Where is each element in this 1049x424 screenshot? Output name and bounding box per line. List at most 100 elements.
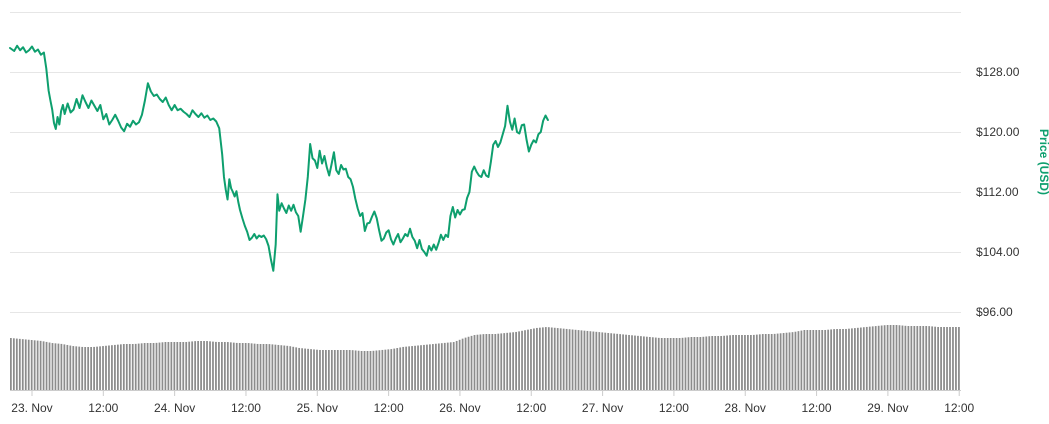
volume-bar	[152, 343, 155, 390]
volume-bar	[482, 334, 485, 390]
volume-bar	[898, 325, 901, 390]
volume-bar	[750, 335, 752, 390]
volume-bar	[747, 335, 749, 390]
volume-bar	[913, 326, 916, 390]
volume-bar	[402, 346, 405, 390]
volume-bar	[93, 346, 95, 390]
volume-bar	[640, 336, 642, 390]
volume-bar	[758, 334, 761, 390]
volume-bar	[473, 335, 476, 390]
volume-bar	[488, 334, 491, 390]
volume-bar	[411, 346, 413, 390]
x-tick-label: 27. Nov	[582, 401, 623, 415]
volume-bar	[946, 327, 948, 390]
volume-bar	[544, 327, 547, 390]
volume-bar	[657, 337, 660, 390]
volume-bar	[527, 329, 529, 390]
volume-bar	[830, 329, 833, 390]
volume-bar	[541, 327, 544, 390]
volume-bar	[562, 328, 565, 390]
volume-bar	[723, 335, 726, 390]
volume-bar	[33, 340, 36, 390]
volume-bar	[256, 343, 259, 390]
x-tick-label: 12:00	[374, 401, 404, 415]
volume-bar	[577, 330, 580, 390]
volume-bar	[310, 349, 312, 390]
volume-bar	[446, 342, 449, 390]
volume-bar	[892, 325, 895, 390]
volume-bar	[111, 345, 113, 390]
volume-bar	[221, 342, 223, 390]
volume-bar	[696, 337, 699, 390]
volume-bar	[619, 334, 621, 390]
volume-bar	[889, 325, 892, 390]
volume-bar	[836, 329, 838, 390]
volume-bar	[247, 343, 250, 390]
volume-bar	[607, 332, 610, 390]
x-tick-label: 12:00	[802, 401, 832, 415]
volume-bar	[301, 348, 304, 390]
volume-bar	[280, 345, 283, 390]
volume-bar	[387, 349, 390, 390]
volume-bar	[316, 349, 318, 390]
volume-bar	[322, 350, 324, 390]
volume-bar	[176, 342, 179, 390]
volume-bar	[702, 336, 705, 390]
volume-bar	[72, 346, 75, 390]
volume-bar	[934, 326, 937, 390]
volume-bar	[856, 327, 859, 390]
volume-bar	[494, 333, 497, 390]
y-axis-title: Price (USD)	[1037, 129, 1049, 195]
volume-bar	[194, 341, 197, 390]
volume-bar	[81, 346, 84, 390]
x-tick-label: 12:00	[88, 401, 118, 415]
volume-bar	[791, 332, 794, 390]
volume-bar	[518, 331, 520, 390]
volume-bar	[78, 346, 81, 390]
volume-bar	[18, 338, 21, 390]
volume-bar	[622, 334, 624, 390]
volume-bar	[42, 341, 45, 390]
volume-bar	[57, 343, 60, 390]
y-tick-label: $104.00	[976, 245, 1020, 259]
volume-bar	[108, 345, 110, 390]
volume-bar	[583, 330, 586, 390]
volume-bar	[842, 329, 844, 390]
volume-bar	[824, 329, 827, 390]
volume-bar	[559, 328, 562, 390]
volume-bar	[170, 342, 173, 390]
volume-bar	[859, 327, 862, 390]
volume-bar	[390, 349, 393, 390]
volume-bar	[506, 332, 509, 390]
x-tick-label: 28. Nov	[725, 401, 766, 415]
volume-bar	[417, 345, 419, 390]
volume-bar	[262, 344, 265, 390]
volume-bar	[536, 327, 538, 390]
volume-bar	[631, 335, 633, 390]
volume-bar	[437, 343, 440, 390]
volume-bar	[895, 325, 898, 390]
volume-bar	[345, 350, 348, 390]
volume-bar	[550, 327, 553, 390]
volume-bar	[229, 342, 232, 390]
volume-bar	[925, 326, 928, 390]
volume-bar	[741, 335, 743, 390]
volume-bar	[761, 334, 764, 390]
volume-bar	[384, 349, 387, 390]
volume-bar	[75, 346, 78, 390]
volume-bar	[179, 342, 182, 390]
volume-bar	[244, 343, 247, 390]
volume-bar	[271, 344, 274, 390]
volume-bar	[128, 344, 131, 390]
volume-bar	[797, 331, 800, 390]
volume-bar	[901, 325, 904, 390]
volume-bar	[827, 329, 830, 390]
volume-bar	[833, 329, 835, 390]
volume-bar	[307, 348, 309, 390]
volume-bar	[426, 344, 428, 390]
volume-bar	[711, 336, 714, 390]
volume-bar	[553, 327, 556, 390]
volume-bar	[27, 339, 30, 390]
volume-bar	[182, 342, 185, 390]
